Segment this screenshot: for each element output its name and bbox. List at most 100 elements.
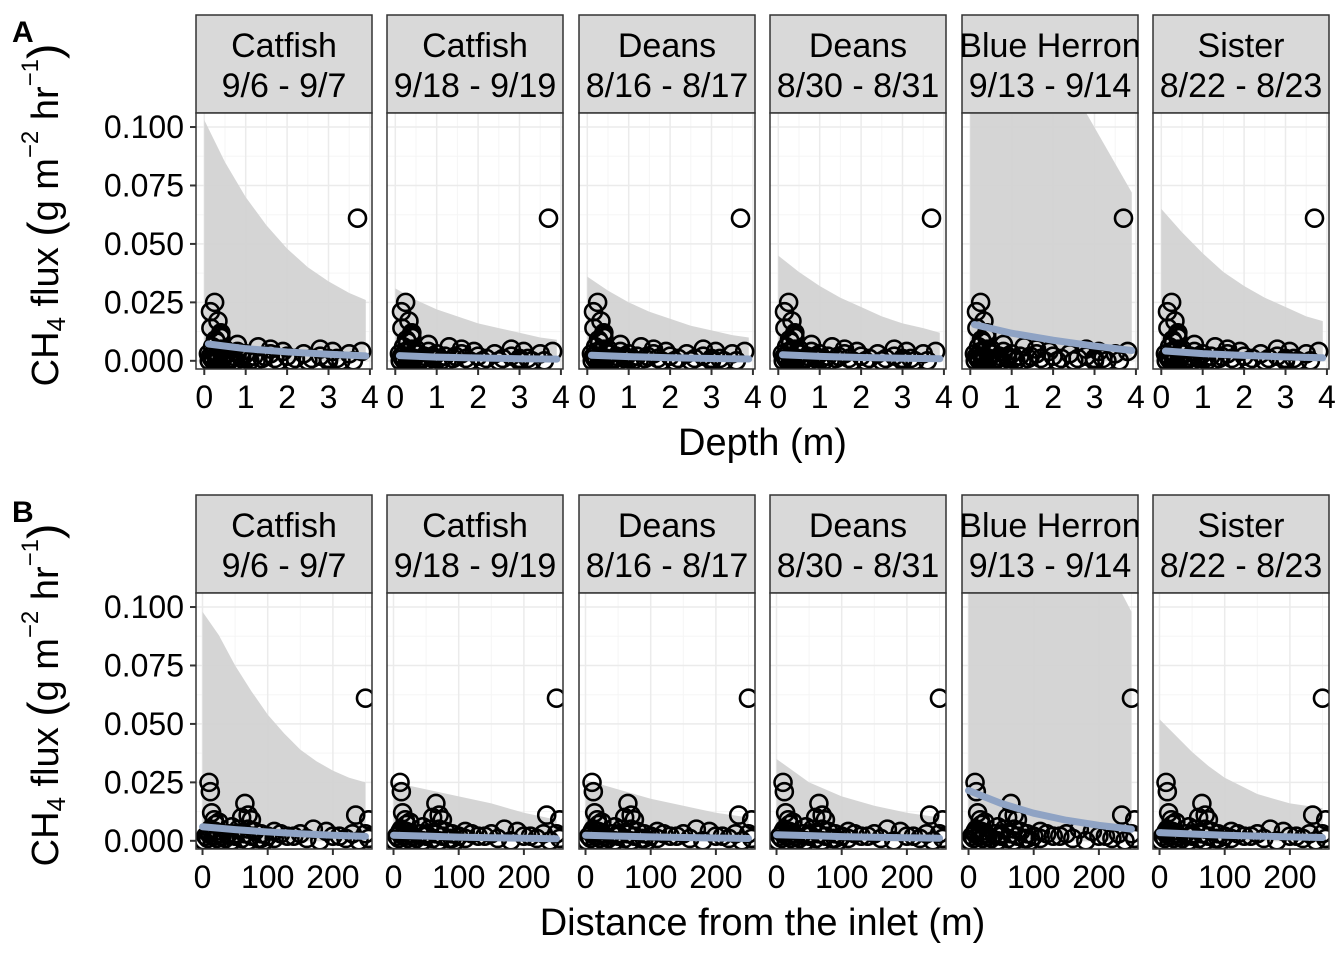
facet-site-label: Catfish <box>231 507 337 545</box>
data-point <box>1168 327 1188 348</box>
x-axis-title: Distance from the inlet (m) <box>540 902 986 944</box>
data-point <box>536 805 557 825</box>
data-point <box>774 781 795 802</box>
data-point <box>549 809 563 830</box>
facet-site-label: Sister <box>1198 507 1285 545</box>
x-tick-label: 2 <box>661 379 679 415</box>
facet-plot-area <box>387 593 563 849</box>
facet-plot-area <box>196 113 372 369</box>
y-axis-title-paren: ( <box>18 221 70 237</box>
data-point <box>790 0 807 9</box>
data-point <box>624 809 645 830</box>
x-tick-label: 0 <box>1151 859 1169 895</box>
data-point <box>741 809 755 830</box>
data-point <box>991 824 1011 844</box>
confidence-ribbon <box>968 593 1132 841</box>
data-point <box>390 772 410 793</box>
x-tick-label: 4 <box>552 379 570 415</box>
y-axis-title-part: hr <box>25 566 67 611</box>
data-point <box>1111 805 1132 825</box>
data-point <box>778 292 799 313</box>
data-point <box>773 821 793 842</box>
y-tick-label: 0.025 <box>104 764 184 800</box>
facet-site-label: Blue Herron <box>959 27 1140 65</box>
x-tick-label: 1 <box>811 379 829 415</box>
data-point <box>916 824 937 844</box>
x-tick-label: 3 <box>1277 379 1295 415</box>
x-tick-label: 3 <box>894 379 912 415</box>
facet-border <box>961 592 1139 850</box>
data-point <box>1161 292 1182 313</box>
x-tick-label: 100 <box>815 859 868 895</box>
y-axis-title-part: −2 <box>17 131 44 158</box>
facet-strip <box>1152 494 1330 594</box>
facet-date-label: 8/22 - 8/23 <box>1160 67 1323 105</box>
data-point <box>932 809 946 830</box>
data-point <box>358 809 372 830</box>
x-tick-label: 200 <box>1263 859 1316 895</box>
confidence-ribbon <box>1161 208 1323 361</box>
x-tick-label: 4 <box>935 379 953 415</box>
data-point <box>1198 809 1219 830</box>
data-point <box>773 772 793 793</box>
x-tick-label: 1 <box>1003 379 1021 415</box>
data-point <box>1275 351 1296 369</box>
y-axis-title: CH4​ flux (g m−2​ hr−1​) <box>17 524 71 867</box>
y-axis-title-part: −1 <box>17 59 44 86</box>
data-point <box>1304 208 1325 229</box>
data-point <box>1084 351 1105 369</box>
facet-border <box>1152 592 1330 850</box>
y-axis-title-part: −2 <box>17 611 44 638</box>
confidence-ribbon <box>1159 719 1323 841</box>
data-point <box>1121 824 1138 844</box>
facet-border <box>769 592 947 850</box>
x-tick-label: 0 <box>768 859 786 895</box>
data-point <box>538 208 559 229</box>
data-point <box>583 781 604 802</box>
y-tick-label: 0.075 <box>104 647 184 683</box>
data-point <box>390 821 410 842</box>
facet-site-label: Sister <box>1198 27 1285 65</box>
fit-line <box>390 831 560 843</box>
x-tick-label: 200 <box>689 859 742 895</box>
data-point <box>235 793 255 814</box>
y-tick-label: 0.075 <box>104 167 184 203</box>
data-point <box>728 805 749 825</box>
facet-plot-area <box>196 593 372 849</box>
facet-plot-area <box>962 593 1138 849</box>
y-axis-title-part: flux <box>25 717 67 797</box>
x-tick-label: 200 <box>497 859 550 895</box>
data-point <box>1173 0 1190 9</box>
facet-site-label: Blue Herron <box>959 507 1140 545</box>
data-point <box>1157 781 1178 802</box>
fit-line <box>970 321 1136 355</box>
x-tick-label: 1 <box>428 379 446 415</box>
x-tick-label: 2 <box>852 379 870 415</box>
data-point <box>429 805 449 825</box>
confidence-ribbon <box>970 113 1132 361</box>
y-axis-title-paren: ) <box>18 524 70 539</box>
data-point <box>1302 805 1323 825</box>
data-point <box>395 292 416 313</box>
x-tick-label: 1 <box>237 379 255 415</box>
data-point <box>345 805 366 825</box>
data-point <box>919 805 940 825</box>
facet-border <box>769 112 947 370</box>
data-point <box>347 208 368 229</box>
facet-plot-area <box>387 113 563 369</box>
data-point <box>432 809 453 830</box>
data-point <box>1047 351 1068 369</box>
y-tick-label: 0.000 <box>104 343 184 379</box>
fit-line <box>1156 829 1326 842</box>
data-point <box>533 824 554 844</box>
facet-strip <box>578 494 756 594</box>
